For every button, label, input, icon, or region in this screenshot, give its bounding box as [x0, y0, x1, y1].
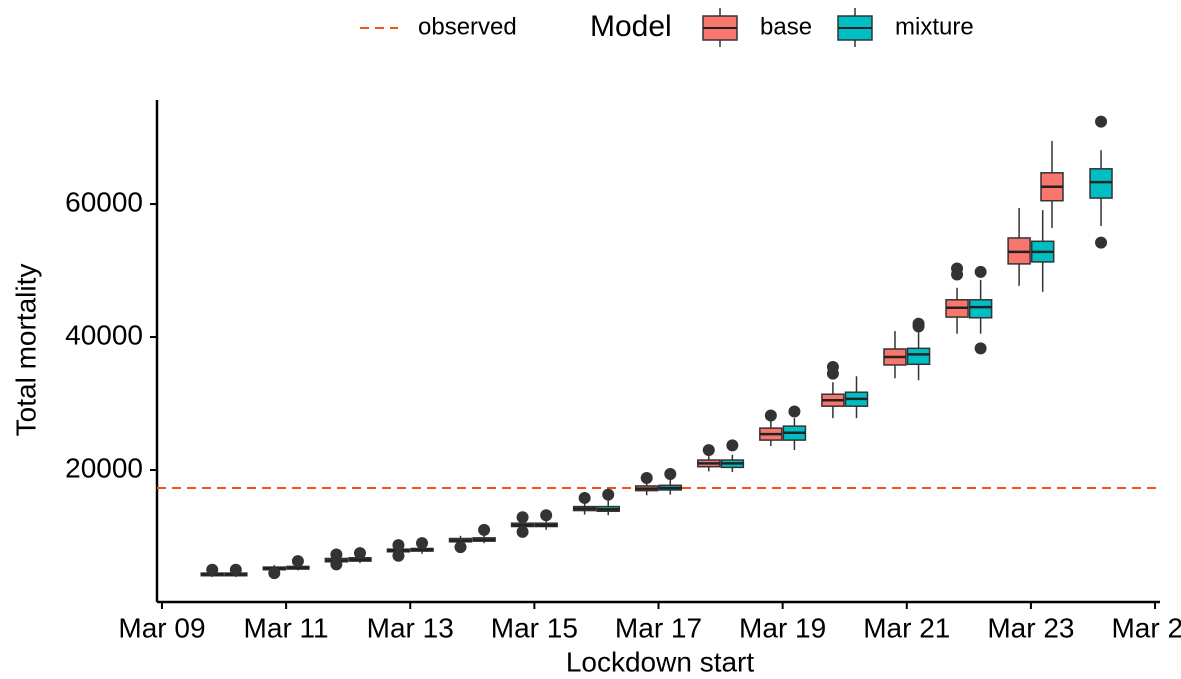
y-tick-label: 20000	[65, 452, 143, 483]
x-tick-label: Mar 17	[615, 612, 702, 643]
outlier	[702, 444, 715, 457]
outlier	[416, 537, 429, 550]
x-tick-label: Mar 11	[244, 612, 329, 643]
y-axis-title: Total mortality	[10, 264, 41, 437]
outlier	[664, 468, 677, 481]
box	[1089, 168, 1113, 199]
legend-label: observed	[418, 13, 517, 40]
outlier	[330, 558, 343, 571]
x-axis-title: Lockdown start	[566, 646, 755, 677]
outlier	[912, 320, 925, 333]
outlier	[640, 471, 653, 484]
legend-title: Model	[590, 10, 672, 43]
outlier	[1095, 115, 1108, 128]
x-tick-label: Mar 09	[118, 612, 205, 643]
outlier	[764, 409, 777, 422]
outlier	[291, 555, 304, 568]
x-tick-label: Mar 23	[987, 612, 1074, 643]
outlier	[540, 509, 553, 522]
outlier	[454, 541, 467, 554]
outlier	[392, 549, 405, 562]
outlier	[229, 563, 242, 576]
outlier	[1095, 236, 1108, 249]
outlier	[516, 511, 529, 524]
legend-label: base	[760, 13, 812, 40]
outlier	[206, 563, 219, 576]
outlier	[268, 567, 281, 580]
outlier	[478, 523, 491, 536]
x-tick-label: Mar 25	[1111, 612, 1181, 643]
outlier	[353, 547, 366, 560]
outlier	[578, 491, 591, 504]
y-tick-label: 60000	[65, 186, 143, 217]
outlier	[951, 262, 964, 275]
legend-label: mixture	[895, 13, 974, 40]
outlier	[392, 539, 405, 552]
x-tick-label: Mar 19	[739, 612, 826, 643]
x-tick-label: Mar 15	[491, 612, 578, 643]
box	[906, 347, 931, 366]
outlier	[726, 439, 739, 452]
outlier	[330, 548, 343, 561]
outlier	[974, 342, 987, 355]
box	[968, 299, 993, 319]
y-tick-label: 40000	[65, 319, 143, 350]
x-tick-label: Mar 21	[863, 612, 950, 643]
x-tick-label: Mar 13	[367, 612, 454, 643]
outlier	[826, 360, 839, 373]
outlier	[516, 525, 529, 538]
outlier	[788, 405, 801, 418]
outlier	[974, 265, 987, 278]
outlier	[602, 488, 615, 501]
